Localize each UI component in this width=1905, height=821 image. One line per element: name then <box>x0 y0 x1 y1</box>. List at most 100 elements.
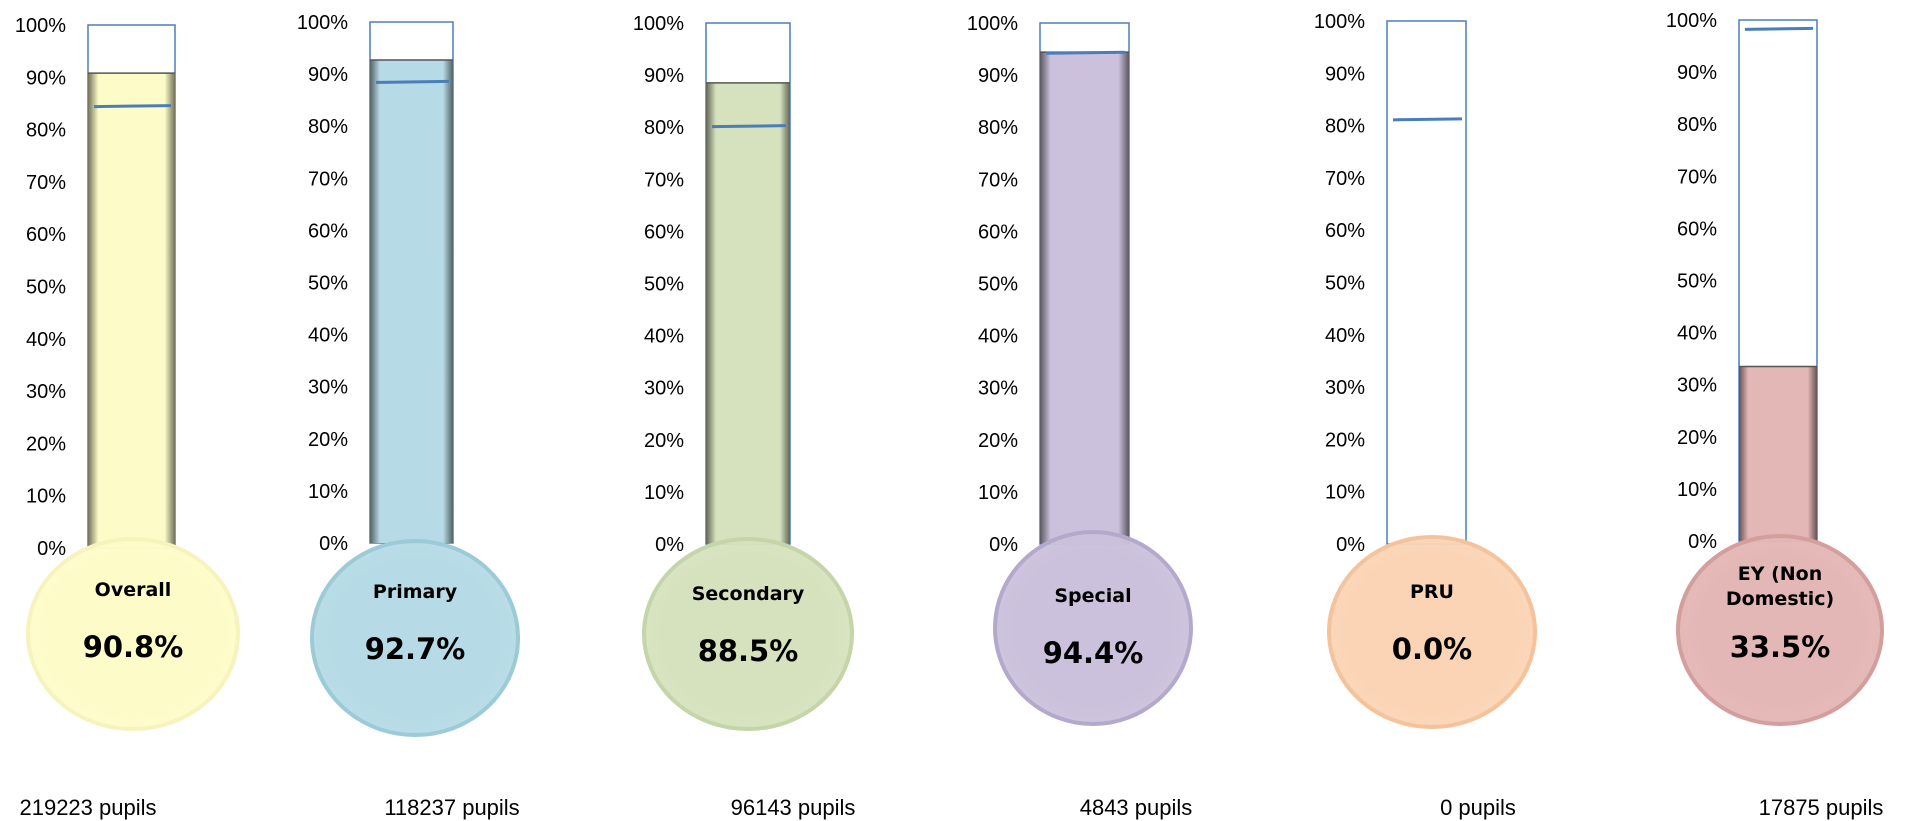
y-tick-label: 20% <box>26 433 66 455</box>
value-bar-shading <box>88 73 175 548</box>
y-tick-label: 100% <box>297 12 348 34</box>
pupils-count-label: 118237 pupils <box>384 795 519 820</box>
y-tick-label: 0% <box>319 533 348 555</box>
y-tick-label: 50% <box>308 273 348 295</box>
value-label: 0.0% <box>1392 632 1472 666</box>
pupils-count-label: 96143 pupils <box>731 795 856 820</box>
y-tick-label: 30% <box>308 377 348 399</box>
y-tick-label: 70% <box>26 172 66 194</box>
y-tick-label: 80% <box>1325 116 1365 138</box>
thermometer-tube <box>1386 20 1467 545</box>
y-tick-label: 90% <box>1677 62 1717 84</box>
target-marker <box>93 104 172 109</box>
thermometer-bulb <box>1676 534 1884 726</box>
target-marker <box>1744 26 1814 31</box>
pupils-count-label: 219223 pupils <box>19 795 156 820</box>
y-tick-label: 20% <box>1325 429 1365 451</box>
y-tick-label: 60% <box>644 221 684 243</box>
thermometer-bulb <box>1327 535 1537 729</box>
y-tick-label: 20% <box>978 430 1018 452</box>
value-label: 33.5% <box>1730 630 1831 664</box>
value-label: 88.5% <box>698 634 799 668</box>
value-label: 94.4% <box>1043 636 1144 670</box>
y-tick-label: 80% <box>26 120 66 142</box>
y-tick-label: 40% <box>1677 323 1717 345</box>
y-tick-label: 50% <box>26 277 66 299</box>
y-tick-label: 80% <box>1677 114 1717 136</box>
y-tick-label: 80% <box>644 117 684 139</box>
y-tick-label: 40% <box>26 329 66 351</box>
target-marker <box>1392 117 1463 122</box>
y-tick-label: 50% <box>1325 273 1365 295</box>
thermometer-secondary: 0% 10% 20% 30% 40% 50% 60% 70% 80% 90% 100% Seconda… <box>633 13 856 820</box>
y-tick-label: 60% <box>978 221 1018 243</box>
category-label: EY (Non <box>1738 563 1823 585</box>
pupils-count-label: 17875 pupils <box>1759 795 1884 820</box>
value-bar-shading <box>370 60 453 544</box>
y-tick-label: 100% <box>1314 11 1365 33</box>
y-tick-label: 90% <box>26 67 66 89</box>
y-tick-label: 0% <box>1336 534 1365 556</box>
thermometer-primary: 0% 10% 20% 30% 40% 50% 60% 70% 80% 90% 100% Primary… <box>297 12 520 820</box>
category-label: Primary <box>373 581 458 603</box>
y-tick-label: 10% <box>1325 482 1365 504</box>
y-tick-label: 60% <box>26 224 66 246</box>
y-tick-label: 10% <box>26 486 66 508</box>
y-tick-label: 50% <box>978 274 1018 296</box>
y-tick-label: 20% <box>1677 427 1717 449</box>
pupils-count-label: 0 pupils <box>1440 795 1516 820</box>
value-bar-shading <box>1739 366 1817 541</box>
y-tick-label: 70% <box>308 168 348 190</box>
y-tick-label: 100% <box>1666 10 1717 32</box>
target-marker <box>375 79 450 84</box>
y-tick-label: 70% <box>1325 168 1365 190</box>
y-tick-label: 70% <box>1677 166 1717 188</box>
y-tick-label: 50% <box>1677 271 1717 293</box>
y-tick-label: 50% <box>644 274 684 296</box>
value-label: 92.7% <box>365 632 466 666</box>
y-tick-label: 40% <box>308 325 348 347</box>
category-label: PRU <box>1410 581 1454 603</box>
y-tick-label: 90% <box>978 65 1018 87</box>
value-bar-shading <box>1040 52 1129 545</box>
y-tick-label: 100% <box>15 15 66 37</box>
y-tick-label: 0% <box>989 534 1018 556</box>
category-label: Secondary <box>692 583 805 605</box>
y-tick-label: 40% <box>1325 325 1365 347</box>
y-tick-label: 90% <box>1325 63 1365 85</box>
y-tick-label: 0% <box>37 538 66 560</box>
y-tick-label: 0% <box>1688 531 1717 553</box>
y-tick-label: 100% <box>633 13 684 35</box>
thermometer-pru: 0% 10% 20% 30% 40% 50% 60% 70% 80% 90% 100% PRU 0.0%… <box>1314 11 1537 820</box>
thermometer-bulb <box>993 530 1193 726</box>
y-tick-label: 70% <box>978 169 1018 191</box>
y-tick-label: 30% <box>1677 375 1717 397</box>
y-tick-label: 80% <box>978 117 1018 139</box>
y-tick-label: 10% <box>978 482 1018 504</box>
y-tick-label: 100% <box>967 13 1018 35</box>
thermometer-overall: 0% 10% 20% 30% 40% 50% 60% 70% 80% 90% 100% Overall… <box>15 15 240 820</box>
value-label: 90.8% <box>83 630 184 664</box>
y-tick-label: 60% <box>1677 218 1717 240</box>
y-tick-label: 30% <box>26 381 66 403</box>
y-tick-label: 90% <box>644 65 684 87</box>
thermometer-bulb <box>310 539 520 737</box>
target-marker <box>711 124 787 129</box>
y-tick-label: 70% <box>644 169 684 191</box>
thermometer-special: 0% 10% 20% 30% 40% 50% 60% 70% 80% 90% 100% Special… <box>967 13 1193 820</box>
y-tick-label: 60% <box>308 220 348 242</box>
thermometer-bulb <box>26 537 240 731</box>
target-marker <box>1045 50 1126 55</box>
y-tick-label: 40% <box>644 326 684 348</box>
thermometer-ey-non-domestic: 0% 10% 20% 30% 40% 50% 60% 70% 80% 90% 100% EY (Non… <box>1666 10 1884 820</box>
value-bar-shading <box>706 82 790 544</box>
y-tick-label: 10% <box>644 482 684 504</box>
y-tick-label: 10% <box>308 481 348 503</box>
y-tick-label: 0% <box>655 534 684 556</box>
pupils-count-label: 4843 pupils <box>1080 795 1193 820</box>
y-tick-label: 30% <box>978 378 1018 400</box>
y-tick-label: 20% <box>308 429 348 451</box>
category-label: Domestic) <box>1726 588 1834 610</box>
category-label: Overall <box>95 579 172 601</box>
